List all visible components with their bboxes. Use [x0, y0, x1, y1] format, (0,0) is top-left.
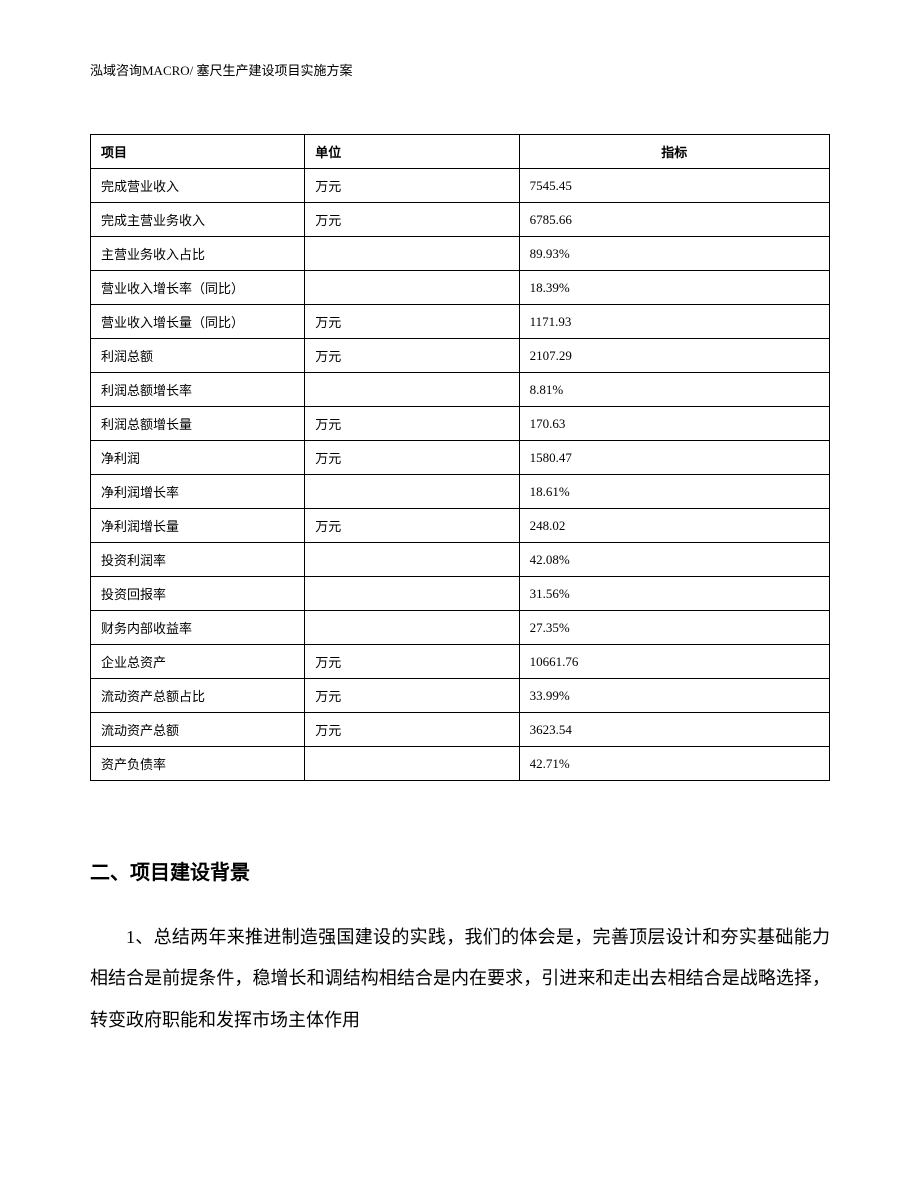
- cell-item: 完成主营业务收入: [91, 203, 305, 237]
- cell-unit: [305, 237, 519, 271]
- cell-indicator: 8.81%: [519, 373, 829, 407]
- table-row: 利润总额增长率 8.81%: [91, 373, 830, 407]
- table-row: 流动资产总额万元3623.54: [91, 713, 830, 747]
- table-row: 净利润增长率 18.61%: [91, 475, 830, 509]
- page-header: 泓域咨询MACRO/ 塞尺生产建设项目实施方案: [90, 60, 830, 79]
- cell-item: 主营业务收入占比: [91, 237, 305, 271]
- cell-item: 利润总额: [91, 339, 305, 373]
- section-paragraph: 1、总结两年来推进制造强国建设的实践，我们的体会是，完善顶层设计和夯实基础能力相…: [90, 917, 830, 1041]
- cell-unit: [305, 747, 519, 781]
- cell-item: 净利润增长率: [91, 475, 305, 509]
- cell-indicator: 89.93%: [519, 237, 829, 271]
- cell-indicator: 18.39%: [519, 271, 829, 305]
- cell-item: 利润总额增长量: [91, 407, 305, 441]
- table-row: 投资利润率 42.08%: [91, 543, 830, 577]
- cell-indicator: 6785.66: [519, 203, 829, 237]
- cell-unit: 万元: [305, 713, 519, 747]
- cell-unit: [305, 543, 519, 577]
- table-row: 利润总额增长量万元170.63: [91, 407, 830, 441]
- cell-indicator: 18.61%: [519, 475, 829, 509]
- cell-indicator: 3623.54: [519, 713, 829, 747]
- table-header-row: 项目 单位 指标: [91, 135, 830, 169]
- cell-indicator: 2107.29: [519, 339, 829, 373]
- cell-indicator: 7545.45: [519, 169, 829, 203]
- table-row: 完成营业收入万元7545.45: [91, 169, 830, 203]
- table-row: 财务内部收益率 27.35%: [91, 611, 830, 645]
- table-row: 净利润增长量万元248.02: [91, 509, 830, 543]
- cell-unit: 万元: [305, 407, 519, 441]
- table-row: 资产负债率 42.71%: [91, 747, 830, 781]
- cell-unit: [305, 577, 519, 611]
- cell-item: 企业总资产: [91, 645, 305, 679]
- cell-unit: 万元: [305, 305, 519, 339]
- cell-unit: 万元: [305, 203, 519, 237]
- cell-unit: [305, 373, 519, 407]
- table-body: 完成营业收入万元7545.45完成主营业务收入万元6785.66主营业务收入占比…: [91, 169, 830, 781]
- cell-item: 投资利润率: [91, 543, 305, 577]
- cell-item: 利润总额增长率: [91, 373, 305, 407]
- cell-item: 资产负债率: [91, 747, 305, 781]
- cell-item: 投资回报率: [91, 577, 305, 611]
- cell-unit: [305, 475, 519, 509]
- column-header-unit: 单位: [305, 135, 519, 169]
- cell-indicator: 42.71%: [519, 747, 829, 781]
- financial-indicators-table: 项目 单位 指标 完成营业收入万元7545.45完成主营业务收入万元6785.6…: [90, 134, 830, 781]
- cell-indicator: 1580.47: [519, 441, 829, 475]
- column-header-indicator: 指标: [519, 135, 829, 169]
- table-row: 营业收入增长率（同比） 18.39%: [91, 271, 830, 305]
- cell-unit: 万元: [305, 645, 519, 679]
- cell-item: 流动资产总额: [91, 713, 305, 747]
- cell-indicator: 31.56%: [519, 577, 829, 611]
- cell-indicator: 27.35%: [519, 611, 829, 645]
- cell-item: 营业收入增长量（同比）: [91, 305, 305, 339]
- cell-unit: 万元: [305, 509, 519, 543]
- table-row: 净利润万元1580.47: [91, 441, 830, 475]
- cell-item: 净利润: [91, 441, 305, 475]
- cell-unit: 万元: [305, 339, 519, 373]
- cell-indicator: 42.08%: [519, 543, 829, 577]
- cell-item: 财务内部收益率: [91, 611, 305, 645]
- table-row: 流动资产总额占比万元33.99%: [91, 679, 830, 713]
- section-heading: 二、项目建设背景: [90, 856, 830, 885]
- column-header-item: 项目: [91, 135, 305, 169]
- cell-indicator: 170.63: [519, 407, 829, 441]
- header-text: 泓域咨询MACRO/ 塞尺生产建设项目实施方案: [90, 63, 353, 78]
- table-row: 主营业务收入占比 89.93%: [91, 237, 830, 271]
- table-row: 投资回报率 31.56%: [91, 577, 830, 611]
- cell-item: 流动资产总额占比: [91, 679, 305, 713]
- table-row: 完成主营业务收入万元6785.66: [91, 203, 830, 237]
- cell-indicator: 1171.93: [519, 305, 829, 339]
- table-row: 利润总额万元2107.29: [91, 339, 830, 373]
- cell-indicator: 248.02: [519, 509, 829, 543]
- cell-indicator: 10661.76: [519, 645, 829, 679]
- cell-indicator: 33.99%: [519, 679, 829, 713]
- cell-unit: 万元: [305, 679, 519, 713]
- cell-unit: [305, 611, 519, 645]
- cell-item: 营业收入增长率（同比）: [91, 271, 305, 305]
- cell-item: 净利润增长量: [91, 509, 305, 543]
- table-row: 营业收入增长量（同比）万元1171.93: [91, 305, 830, 339]
- cell-unit: 万元: [305, 441, 519, 475]
- cell-item: 完成营业收入: [91, 169, 305, 203]
- cell-unit: [305, 271, 519, 305]
- table-row: 企业总资产万元10661.76: [91, 645, 830, 679]
- cell-unit: 万元: [305, 169, 519, 203]
